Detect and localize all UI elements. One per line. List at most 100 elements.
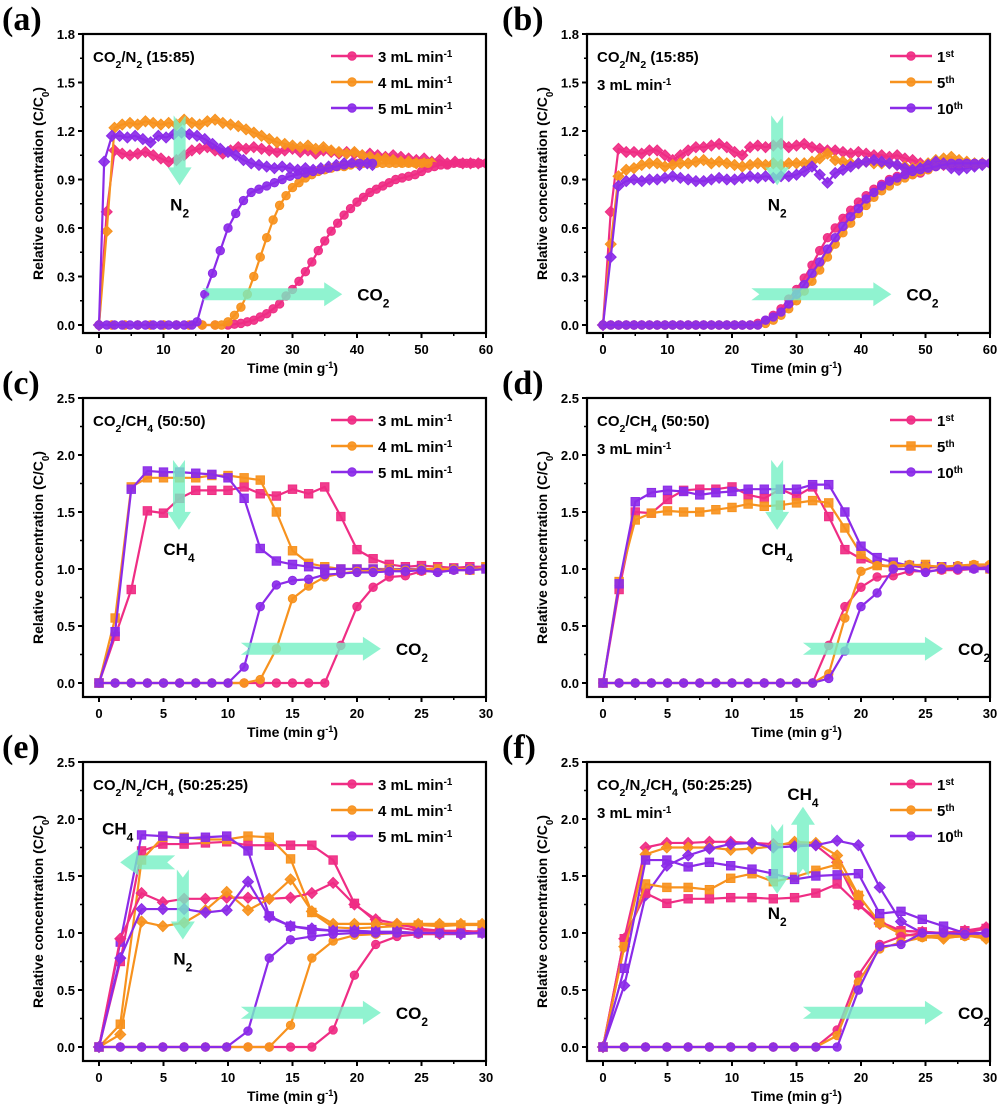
data-point	[171, 320, 182, 330]
data-point	[262, 233, 272, 243]
data-point	[821, 176, 834, 189]
legend-marker	[906, 77, 916, 87]
data-point	[287, 593, 298, 604]
data-point	[368, 554, 378, 564]
data-point	[263, 144, 276, 157]
data-point	[822, 233, 833, 243]
data-point	[156, 919, 170, 933]
data-point	[320, 570, 330, 580]
data-point	[252, 158, 266, 172]
data-point	[969, 564, 979, 574]
data-point	[320, 482, 330, 492]
data-point	[287, 559, 298, 570]
annotation-arrow-right	[802, 1000, 943, 1025]
data-point	[307, 840, 317, 850]
data-point	[729, 320, 740, 330]
x-tick-label: 60	[983, 342, 997, 357]
y-tick-label: 0.0	[561, 676, 579, 691]
y-tick-label: 1.0	[57, 562, 75, 577]
data-point	[336, 568, 346, 579]
data-point	[894, 915, 908, 928]
condition-title: CO2/N2/CH4 (50:25:25)	[597, 777, 752, 799]
data-point	[158, 1042, 168, 1052]
data-point	[239, 662, 249, 672]
data-point	[109, 320, 120, 330]
gas-label: N2	[173, 950, 192, 975]
y-tick-label: 2.5	[57, 755, 75, 770]
data-point	[985, 158, 989, 168]
x-tick-label: 40	[350, 342, 364, 357]
data-point	[745, 836, 759, 850]
data-point	[852, 839, 865, 852]
x-tick-label: 25	[414, 706, 428, 721]
y-axis-title: Relative concentration (C/C0)	[534, 451, 556, 644]
legend-marker	[347, 779, 357, 789]
x-tick-label: 25	[918, 706, 932, 721]
data-point	[630, 497, 640, 507]
x-tick-label: 5	[664, 706, 671, 721]
legend: 3 mL min-1 4 mL min-1 5 mL min-1	[331, 413, 453, 482]
data-point	[332, 218, 343, 228]
data-point	[328, 1025, 338, 1035]
series-group	[92, 830, 485, 1054]
data-point	[285, 935, 296, 945]
data-point	[872, 560, 882, 571]
data-point	[807, 678, 818, 688]
data-point	[727, 502, 737, 513]
data-point	[678, 507, 689, 517]
data-point	[747, 892, 757, 903]
data-point	[674, 171, 687, 185]
y-tick-label: 0.0	[561, 1040, 579, 1055]
data-point	[969, 158, 980, 169]
data-point	[726, 861, 736, 871]
data-point	[434, 928, 445, 938]
x-tick-label: 25	[414, 1070, 428, 1085]
data-point	[271, 580, 282, 590]
data-point	[339, 160, 349, 170]
data-point	[662, 485, 673, 496]
annotation-arrow-right	[240, 636, 381, 661]
data-point	[681, 849, 695, 862]
legend-label: 3 mL min-1	[378, 413, 453, 431]
data-point	[123, 116, 137, 130]
data-point	[704, 884, 715, 895]
gas-label: CO2	[906, 285, 939, 310]
data-point	[336, 511, 346, 522]
data-point	[743, 170, 757, 183]
legend-marker	[347, 51, 357, 61]
data-point	[239, 678, 249, 688]
legend: 1st 5th 10th	[890, 49, 963, 118]
x-tick-label: 60	[479, 342, 493, 357]
data-point	[815, 245, 825, 256]
data-point	[416, 565, 427, 575]
annotation-arrow-right	[202, 282, 343, 307]
data-point	[224, 118, 237, 131]
data-point	[722, 320, 732, 330]
data-point	[832, 1042, 842, 1052]
data-point	[320, 678, 330, 688]
data-point	[239, 473, 249, 483]
series-group	[598, 479, 989, 688]
data-point	[703, 842, 716, 855]
data-point	[307, 1042, 317, 1052]
data-point	[281, 190, 291, 201]
data-point	[284, 891, 297, 904]
legend-marker	[906, 415, 916, 425]
data-point	[287, 575, 298, 586]
data-point	[876, 181, 887, 191]
panel-e: (e) 0.0 0.5 1.0 1.5 2.0 2.5 0 5 10 15 20 25 30 Time (m…	[2, 729, 493, 1104]
x-tick-label: 5	[160, 1070, 167, 1085]
y-tick-label: 0.9	[561, 173, 579, 188]
data-point	[108, 144, 121, 157]
gas-label: CH4	[102, 819, 134, 844]
x-tick-label: 10	[725, 706, 739, 721]
x-tick-label: 20	[221, 342, 235, 357]
data-point	[371, 928, 381, 938]
data-point	[323, 163, 334, 173]
series-line	[603, 563, 989, 685]
data-point	[222, 831, 232, 841]
data-point	[629, 320, 639, 330]
data-point	[875, 155, 888, 168]
data-point	[216, 116, 230, 130]
data-point	[263, 892, 276, 905]
